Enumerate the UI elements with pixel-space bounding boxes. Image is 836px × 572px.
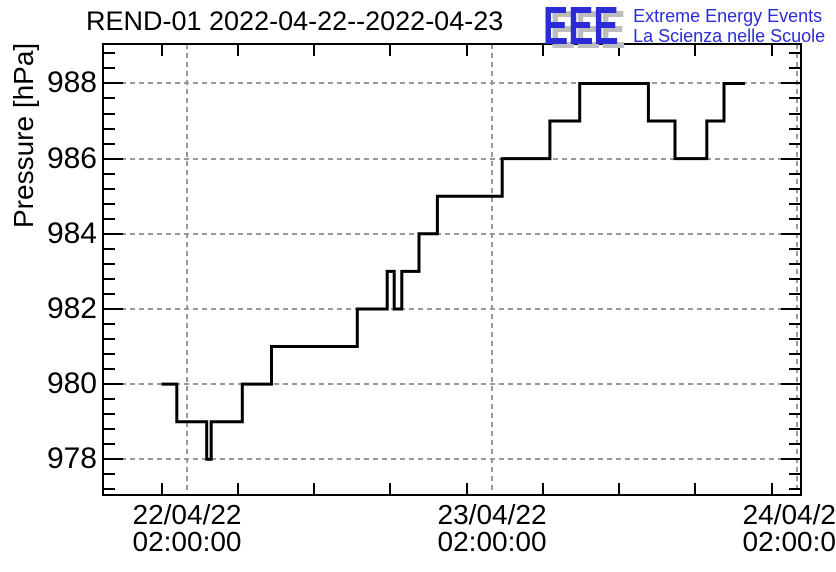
x-tick-label: 23/04/22 02:00:00 xyxy=(417,499,567,557)
y-tick-label: 984 xyxy=(46,216,97,250)
y-tick-label: 982 xyxy=(46,291,97,325)
eee-logo-acronym: EEE xyxy=(543,0,619,56)
x-tick-date: 22/04/22 xyxy=(132,499,242,530)
x-tick-date: 24/04/22 xyxy=(742,499,836,530)
eee-logo-line1: Extreme Energy Events xyxy=(633,6,823,26)
y-tick-label: 978 xyxy=(46,442,97,476)
y-tick-label: 980 xyxy=(46,367,97,401)
eee-logo: EEE Extreme Energy Events La Scienza nel… xyxy=(543,0,825,56)
y-tick-label: 988 xyxy=(46,66,97,100)
eee-logo-subtitle: Extreme Energy Events La Scienza nelle S… xyxy=(633,4,825,46)
pressure-step-line xyxy=(161,82,745,461)
chart-title: REND-01 2022-04-22--2022-04-23 xyxy=(86,6,504,36)
x-tick-time: 02:00:00 xyxy=(437,526,547,557)
x-tick-label: 22/04/22 02:00:00 xyxy=(112,499,262,557)
y-tick-label: 986 xyxy=(46,141,97,175)
x-tick-time: 02:00:00 xyxy=(132,526,242,557)
x-tick-date: 23/04/22 xyxy=(437,499,547,530)
x-tick-time: 02:00:00 xyxy=(742,526,836,557)
eee-logo-line2: La Scienza nelle Scuole xyxy=(633,26,826,46)
plot-frame xyxy=(102,43,802,496)
